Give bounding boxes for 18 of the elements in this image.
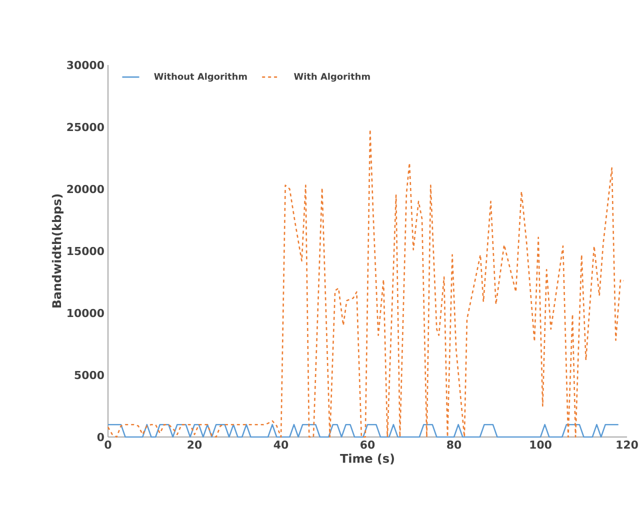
x-tick-label: 100 — [530, 440, 552, 449]
legend-label: With Algorithm — [294, 72, 370, 82]
legend-label: Without Algorithm — [154, 72, 247, 82]
y-axis-title: Bandwidth(kbps) — [52, 194, 64, 308]
y-tick-label: 20000 — [67, 184, 104, 194]
x-tick-label: 20 — [188, 440, 202, 449]
x-tick-label: 60 — [360, 440, 375, 449]
x-axis-title: Time (s) — [340, 454, 394, 464]
x-tick-label: 120 — [616, 440, 638, 449]
y-tick-label: 30000 — [67, 60, 104, 70]
y-tick-label: 25000 — [67, 122, 104, 132]
y-tick-label: 10000 — [68, 308, 104, 318]
y-tick-label: 15000 — [68, 246, 104, 256]
y-tick-label: 0 — [97, 432, 104, 442]
y-tick-label: 5000 — [74, 370, 104, 380]
x-tick-label: 40 — [274, 440, 288, 449]
x-tick-label: 0 — [104, 440, 112, 449]
x-tick-label: 80 — [447, 440, 462, 449]
